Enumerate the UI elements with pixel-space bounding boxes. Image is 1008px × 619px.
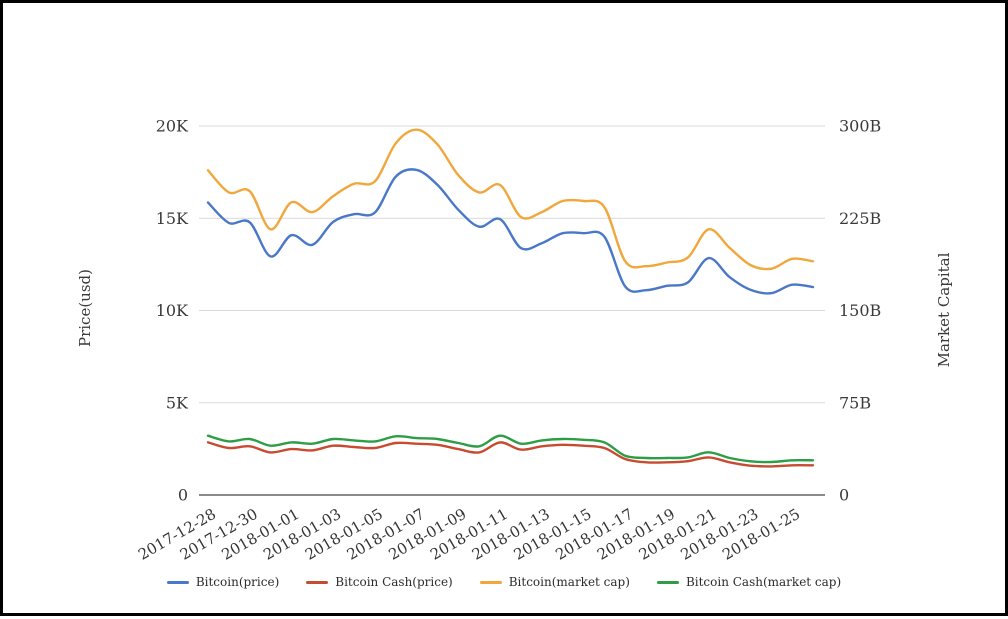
legend-label: Bitcoin(price) [195,575,280,589]
legend-label: Bitcoin Cash(price) [335,575,453,589]
chart-container: 0 0 5K 75B 10K 150B 15K 225B 20K 300B 2017-12-28 20… [3,3,1005,613]
left-axis-tick-label: 0 [178,486,188,505]
right-axis-tick-label: 0 [839,486,849,505]
line-bitcoin-market-cap[interactable] [206,128,815,271]
right-axis-tick-label: 225B [839,209,881,228]
left-axis-tick-label: 20K [156,117,189,136]
legend-line-marker [656,580,679,584]
legend-line-marker [479,580,502,584]
legend-item-bitcoin-market-cap[interactable]: Bitcoin(market cap) [479,575,630,589]
legend-label: Bitcoin(market cap) [508,575,630,589]
line-bitcoin-cash-market-cap[interactable] [206,434,815,464]
legend-item-bitcoin-cash-price[interactable]: Bitcoin Cash(price) [306,575,453,589]
right-axis-title: Market Capital [935,252,953,368]
legend-line-marker [166,580,189,584]
chart-legend: Bitcoin(price) Bitcoin Cash(price) Bitcoin… [3,575,1005,589]
right-axis-tick-label: 300B [839,117,881,136]
left-axis-tick-label: 5K [166,393,189,412]
legend-line-marker [306,580,329,584]
right-axis-tick-label: 75B [839,393,871,412]
left-axis-title: Price(usd) [76,268,94,348]
legend-label: Bitcoin Cash(market cap) [685,575,842,589]
line-bitcoin-cash-price[interactable] [206,441,815,468]
legend-item-bitcoin-price[interactable]: Bitcoin(price) [166,575,280,589]
left-axis-tick-label: 10K [156,301,189,320]
right-axis-tick-label: 150B [839,301,881,320]
legend-item-bitcoin-cash-market-cap[interactable]: Bitcoin Cash(market cap) [656,575,842,589]
left-axis-tick-label: 15K [156,209,189,228]
line-bitcoin-price[interactable] [206,168,815,295]
